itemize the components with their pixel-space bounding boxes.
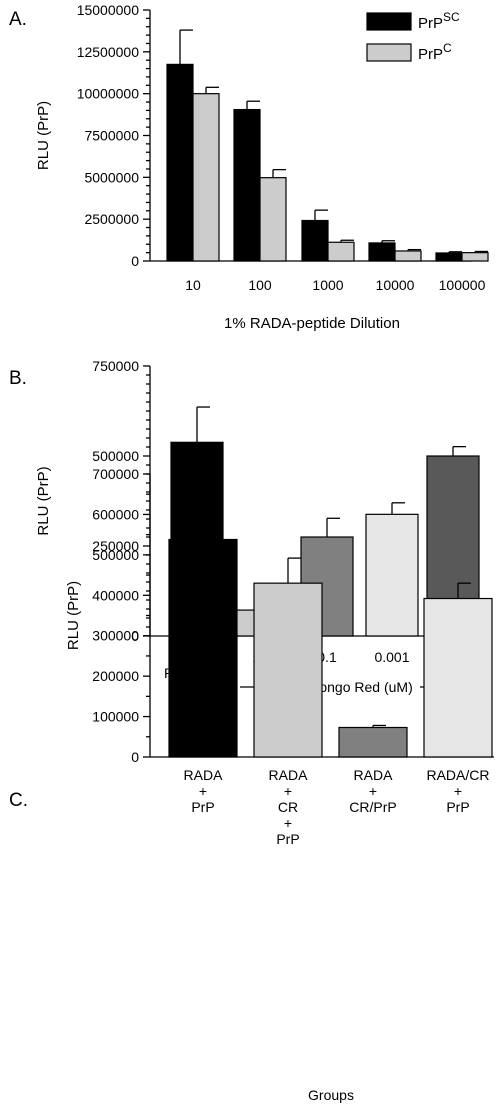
y-tick-label: 2500000 <box>84 211 139 227</box>
bar-prpsc-100 <box>233 108 261 262</box>
panel-label-c: C. <box>9 790 28 811</box>
y-tick-label: 250000 <box>92 538 139 554</box>
x-tick-label: RADA <box>269 767 309 783</box>
x-tick-label: RADA/CR <box>426 767 489 783</box>
y-tick-label: 400000 <box>92 587 139 603</box>
x-tick-label: RADA <box>184 767 224 783</box>
error-bar <box>179 29 193 65</box>
x-tick-label: CR/PrP <box>349 799 396 815</box>
error-bar <box>372 724 386 728</box>
error-bar <box>202 499 216 540</box>
panel-label-b: B. <box>9 368 27 389</box>
x-tick-label: CR <box>278 799 298 815</box>
y-tick-label: 600000 <box>92 506 139 522</box>
x-tick-label: + <box>199 783 207 799</box>
error-bar <box>381 240 395 243</box>
x-tick-label: PrP <box>446 799 469 815</box>
y-tick-label: 300000 <box>92 628 139 644</box>
bar-prpc-10 <box>192 93 220 262</box>
y-tick-label: 750000 <box>92 358 139 374</box>
bars-c <box>168 499 493 758</box>
error-bar <box>205 86 219 94</box>
bar-2 <box>338 726 408 758</box>
legend-superscript: SC <box>443 10 460 24</box>
legend-label: PrPC <box>418 41 452 63</box>
y-tick-label: 500000 <box>92 547 139 563</box>
x-tick-label: + <box>284 815 292 831</box>
x-tick-label: PrP <box>191 799 214 815</box>
bar-0 <box>168 538 238 758</box>
error-bar <box>196 406 210 443</box>
legend-name: PrP <box>418 46 443 63</box>
error-bar <box>272 168 286 178</box>
panel-label-a: A. <box>9 9 27 30</box>
error-bar <box>457 582 471 599</box>
x-axis-title: Groups <box>308 1087 354 1103</box>
error-bar <box>391 502 405 515</box>
y-tick-label: 500000 <box>92 448 139 464</box>
bar-prpsc-10000 <box>368 242 396 262</box>
group-label-text: Congo Red (uM) <box>309 679 413 695</box>
bar-prpc-100000 <box>461 252 489 262</box>
y-tick-label: 0 <box>131 253 139 269</box>
bar-prpsc-100000 <box>435 252 463 262</box>
x-tick-label: + <box>454 783 462 799</box>
y-axis-title: RLU (PrP) <box>35 466 52 535</box>
x-tick-label: 10000 <box>376 277 415 293</box>
error-bar <box>474 250 488 253</box>
y-axis-0: 0 2500000 5000000 7500000 10000000 12500000 15… <box>35 2 151 269</box>
bar-3 <box>365 513 419 637</box>
bar-3 <box>423 597 493 758</box>
error-bar <box>452 445 466 456</box>
error-bar <box>448 251 462 253</box>
y-tick-label: 5000000 <box>84 169 139 185</box>
bar-prpsc-10 <box>166 63 194 262</box>
y-tick-label: 100000 <box>92 709 139 725</box>
bar-1 <box>253 582 323 758</box>
bars-a <box>166 29 489 262</box>
error-bar <box>246 100 260 110</box>
x-tick-label: PrP <box>276 831 299 847</box>
legend-swatch <box>366 12 412 31</box>
legend-name: PrP <box>418 15 443 32</box>
x-tick-label: 100000 <box>439 277 486 293</box>
y-axis-2: 0 100000 200000 300000 400000 500000 600000 700… <box>65 466 151 765</box>
legend-label: PrPSC <box>418 10 460 32</box>
y-tick-label: 10000000 <box>77 86 140 102</box>
x-tick-label: 1000 <box>312 277 343 293</box>
legend-superscript: C <box>443 41 452 55</box>
error-bar <box>407 248 421 251</box>
x-tick-label: RADA <box>354 767 394 783</box>
x-tick-label: 0.001 <box>374 649 409 665</box>
x-tick-label: + <box>284 783 292 799</box>
y-tick-label: 0 <box>131 749 139 765</box>
legend-swatch <box>366 43 412 62</box>
bar-prpc-1000 <box>327 241 355 262</box>
error-bar <box>340 239 354 243</box>
bar-prpsc-1000 <box>301 219 329 262</box>
x-tick-label: 100 <box>248 277 272 293</box>
bar-prpc-100 <box>259 177 287 262</box>
error-bar <box>326 517 340 537</box>
x-tick-label: 10 <box>185 277 201 293</box>
error-bar <box>314 209 328 221</box>
y-axis-title: RLU (PrP) <box>65 581 82 650</box>
x-tick-label: + <box>369 783 377 799</box>
bar-prpc-10000 <box>394 250 422 262</box>
y-tick-label: 200000 <box>92 668 139 684</box>
error-bar <box>287 557 301 584</box>
y-tick-label: 700000 <box>92 466 139 482</box>
x-axis-title: 1% RADA-peptide Dilution <box>224 315 400 332</box>
y-tick-label: 7500000 <box>84 128 139 144</box>
y-tick-label: 12500000 <box>77 44 140 60</box>
y-axis-title: RLU (PrP) <box>35 101 52 170</box>
y-tick-label: 15000000 <box>77 2 140 18</box>
y-tick-label: 0 <box>131 628 139 644</box>
